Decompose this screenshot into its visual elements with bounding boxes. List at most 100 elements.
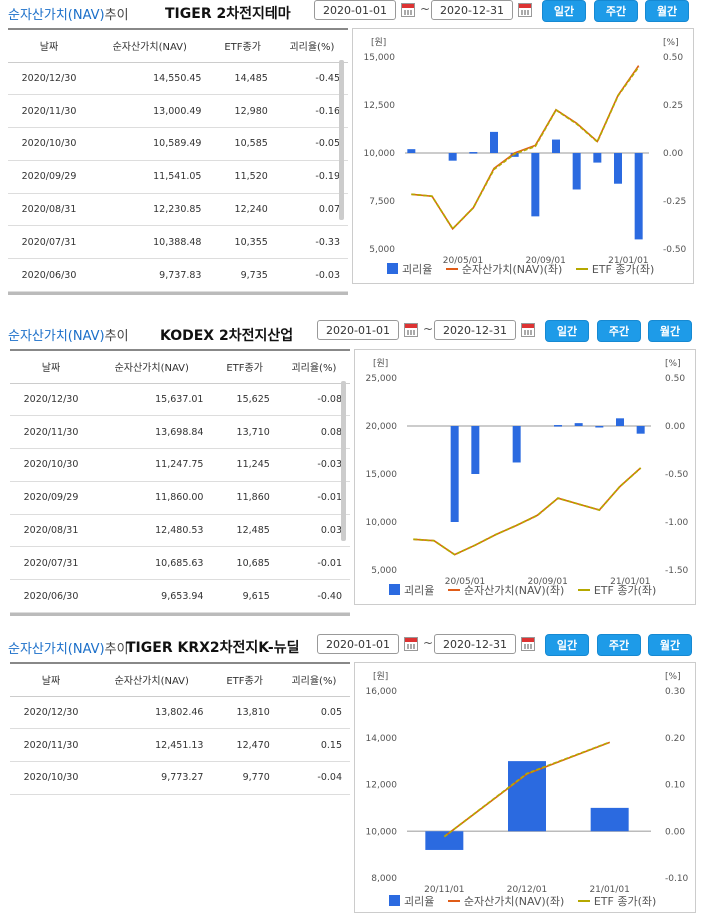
date-from-input[interactable]	[317, 634, 399, 654]
etf-name: TIGER KRX2차전지K-뉴딜	[126, 640, 300, 656]
date-to-input[interactable]	[431, 0, 513, 20]
nav-chart: [원] [%] 15,000 12,500 10,000 7,500 5,000 0.50 0.…	[364, 37, 687, 266]
cell-nav: 13,802.46	[92, 696, 212, 730]
section-title: 순자산가치(NAV)추이	[8, 8, 129, 23]
cell-premium: 0.08	[277, 415, 350, 450]
left-axis-unit: [원]	[371, 37, 386, 48]
col-nav-header: 순자산가치(NAV)	[90, 30, 210, 63]
cell-nav: 10,685.63	[92, 546, 212, 581]
right-tick-label: 0.25	[663, 101, 683, 111]
col-etf-header: ETF종가	[211, 664, 278, 697]
legend-etf: ETF 종가(좌)	[591, 263, 655, 276]
table-scrollbar[interactable]	[339, 60, 344, 220]
cell-premium: -0.03	[275, 258, 348, 293]
daily-button[interactable]: 일간	[545, 320, 589, 342]
x-tick-label: 21/01/01	[610, 577, 650, 587]
date-from-input[interactable]	[317, 320, 399, 340]
chart-legend: 괴리율 순자산가치(NAV)(좌) ETF 종가(좌)	[387, 261, 654, 277]
right-tick-label: -0.50	[665, 470, 689, 480]
col-date-header: 날짜	[10, 664, 92, 697]
x-tick-label: 20/12/01	[507, 885, 547, 895]
premium-bar	[634, 153, 643, 240]
calendar-icon[interactable]	[518, 3, 532, 17]
weekly-button[interactable]: 주간	[594, 0, 638, 22]
cell-etf-close: 12,980	[209, 94, 276, 129]
cell-etf-close: 11,520	[209, 160, 276, 194]
table-row: 2020/11/30 12,451.13 12,470 0.15	[10, 728, 350, 763]
premium-bar	[574, 423, 583, 426]
col-premium-header: 괴리율(%)	[277, 351, 350, 384]
calendar-icon[interactable]	[404, 637, 418, 651]
premium-bar	[595, 426, 604, 428]
legend-nav-swatch	[445, 268, 458, 270]
cell-etf-close: 11,245	[211, 448, 278, 482]
premium-bar	[512, 426, 521, 463]
nav-line	[413, 467, 642, 556]
col-premium-header: 괴리율(%)	[277, 664, 350, 697]
nav-table: 날짜 순자산가치(NAV) ETF종가 괴리율(%) 2020/12/30 15,…	[10, 349, 350, 617]
cell-date: 2020/07/31	[8, 225, 90, 260]
calendar-icon[interactable]	[401, 3, 415, 17]
right-tick-label: 0.00	[663, 149, 683, 159]
monthly-button[interactable]: 월간	[645, 0, 689, 22]
cell-date: 2020/12/30	[10, 696, 92, 730]
daily-button[interactable]: 일간	[545, 634, 589, 656]
left-tick-label: 15,000	[366, 470, 398, 480]
left-tick-label: 8,000	[371, 874, 397, 884]
cell-nav: 12,480.53	[92, 514, 212, 548]
cell-premium: 0.15	[277, 728, 350, 763]
cell-etf-close: 9,615	[211, 579, 278, 614]
cell-date: 2020/10/30	[8, 127, 90, 161]
chart-area: [원] [%] 25,000 20,000 15,000 10,000 5,000 0.50 0…	[354, 349, 696, 605]
legend-nav: 순자산가치(NAV)(좌)	[463, 584, 565, 597]
right-axis-unit: [%]	[665, 672, 681, 682]
cell-nav: 11,247.75	[92, 448, 212, 482]
nav-line	[411, 65, 640, 231]
premium-bar	[531, 153, 540, 217]
col-etf-header: ETF종가	[209, 30, 276, 63]
date-from-input[interactable]	[314, 0, 396, 20]
daily-button[interactable]: 일간	[542, 0, 586, 22]
legend-etf-swatch	[577, 900, 590, 902]
date-to-input[interactable]	[434, 634, 516, 654]
cell-premium: -0.19	[275, 160, 348, 194]
monthly-button[interactable]: 월간	[648, 320, 692, 342]
table-row: 2020/12/30 13,802.46 13,810 0.05	[10, 696, 350, 730]
cell-nav: 10,589.49	[90, 127, 210, 161]
right-tick-label: 0.10	[665, 781, 685, 791]
left-tick-label: 12,500	[364, 101, 396, 111]
table-row: 2020/06/30 9,653.94 9,615 -0.40	[10, 579, 350, 614]
cell-etf-close: 12,470	[211, 728, 278, 763]
left-axis-unit: [원]	[373, 358, 388, 369]
cell-nav: 12,230.85	[90, 193, 210, 227]
premium-bar	[407, 149, 416, 153]
premium-bar	[590, 807, 629, 832]
table-row: 2020/10/30 9,773.27 9,770 -0.04	[10, 761, 350, 795]
weekly-button[interactable]: 주간	[597, 320, 641, 342]
legend-premium: 괴리율	[404, 895, 435, 908]
calendar-icon[interactable]	[521, 637, 535, 651]
date-to-input[interactable]	[434, 320, 516, 340]
cell-nav: 12,451.13	[92, 728, 212, 763]
legend-bar-swatch	[387, 263, 398, 274]
cell-etf-close: 15,625	[211, 383, 278, 417]
monthly-button[interactable]: 월간	[648, 634, 692, 656]
section-title: 순자산가치(NAV)추이	[8, 329, 129, 344]
table-scrollbar[interactable]	[341, 381, 346, 541]
etf-name: KODEX 2차전지산업	[160, 328, 294, 344]
calendar-icon[interactable]	[521, 323, 535, 337]
legend-bar-swatch	[389, 895, 400, 906]
calendar-icon[interactable]	[404, 323, 418, 337]
cell-date: 2020/07/31	[10, 546, 92, 581]
chart-legend: 괴리율 순자산가치(NAV)(좌) ETF 종가(좌)	[389, 893, 656, 909]
premium-bar	[425, 831, 464, 850]
x-tick-label: 20/05/01	[443, 256, 483, 266]
col-nav-header: 순자산가치(NAV)	[92, 664, 212, 697]
cell-date: 2020/06/30	[10, 579, 92, 614]
weekly-button[interactable]: 주간	[597, 634, 641, 656]
cell-date: 2020/11/30	[8, 94, 90, 129]
legend-nav-swatch	[447, 900, 460, 902]
left-tick-label: 5,000	[371, 566, 397, 576]
col-premium-header: 괴리율(%)	[275, 30, 348, 63]
cell-etf-close: 10,585	[209, 127, 276, 161]
